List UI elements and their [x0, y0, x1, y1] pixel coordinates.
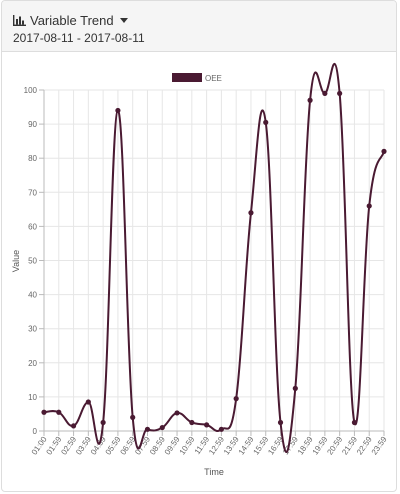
- data-point[interactable]: [70, 423, 77, 429]
- data-point[interactable]: [337, 90, 343, 97]
- data-point[interactable]: [100, 419, 106, 426]
- data-point[interactable]: [292, 385, 298, 391]
- trend-chart: OEE Value Time 0 10 20 30 40 50 60 70 80 90 100 01…: [11, 62, 389, 477]
- date-range: 2017-08-11 - 2017-08-11: [13, 31, 145, 45]
- data-point[interactable]: [277, 419, 284, 426]
- data-point[interactable]: [218, 426, 224, 432]
- caret-down-icon: [119, 17, 128, 23]
- data-point[interactable]: [248, 210, 254, 216]
- data-point[interactable]: [307, 97, 313, 103]
- y-tick-label: 80: [28, 154, 37, 163]
- y-tick-label: 50: [28, 257, 37, 266]
- axes: [39, 89, 385, 436]
- x-tick-label: 23:59: [370, 435, 389, 457]
- y-tick-label: 70: [28, 188, 37, 197]
- panel-heading: Variable Trend 2017-08-11 - 2017-08-11: [2, 1, 396, 52]
- variable-trend-dropdown[interactable]: Variable Trend: [13, 11, 128, 29]
- y-tick-label: 60: [28, 222, 37, 231]
- legend-label: OEE: [205, 74, 222, 83]
- data-point[interactable]: [204, 422, 210, 428]
- y-tick-label: 30: [28, 325, 37, 334]
- y-tick-label: 40: [28, 291, 37, 300]
- data-points: [41, 90, 387, 432]
- data-point[interactable]: [115, 107, 121, 114]
- data-point[interactable]: [144, 426, 151, 432]
- y-tick-label: 100: [24, 86, 38, 95]
- series-line-oee: [43, 62, 385, 453]
- data-point[interactable]: [56, 409, 62, 415]
- data-point[interactable]: [130, 414, 136, 420]
- y-tick-labels: 0 10 20 30 40 50 60 70 80 90 100: [24, 86, 38, 436]
- data-point[interactable]: [351, 419, 358, 426]
- bar-chart-icon: [13, 14, 26, 26]
- data-point[interactable]: [263, 119, 269, 125]
- data-point[interactable]: [159, 424, 165, 431]
- grid-lines: [43, 89, 385, 432]
- panel-title: Variable Trend: [30, 12, 114, 28]
- x-axis-title: Time: [204, 467, 224, 477]
- data-point[interactable]: [189, 419, 195, 426]
- data-point[interactable]: [381, 148, 387, 154]
- y-tick-label: 20: [28, 359, 37, 368]
- legend: OEE: [172, 73, 222, 83]
- y-axis-title: Value: [11, 250, 21, 272]
- data-point[interactable]: [233, 396, 239, 402]
- y-tick-label: 0: [33, 427, 38, 436]
- y-tick-label: 10: [28, 393, 37, 402]
- data-point[interactable]: [85, 399, 91, 405]
- data-point[interactable]: [174, 410, 180, 416]
- data-point[interactable]: [366, 203, 372, 209]
- legend-swatch: [172, 73, 202, 82]
- x-tick-labels: 01:0001:5902:5903:5904:5905:5906:5907:59…: [30, 435, 389, 457]
- y-tick-label: 90: [28, 120, 37, 129]
- x-tick-label: 10:59: [178, 435, 197, 457]
- data-point[interactable]: [322, 90, 328, 97]
- data-point[interactable]: [41, 409, 47, 415]
